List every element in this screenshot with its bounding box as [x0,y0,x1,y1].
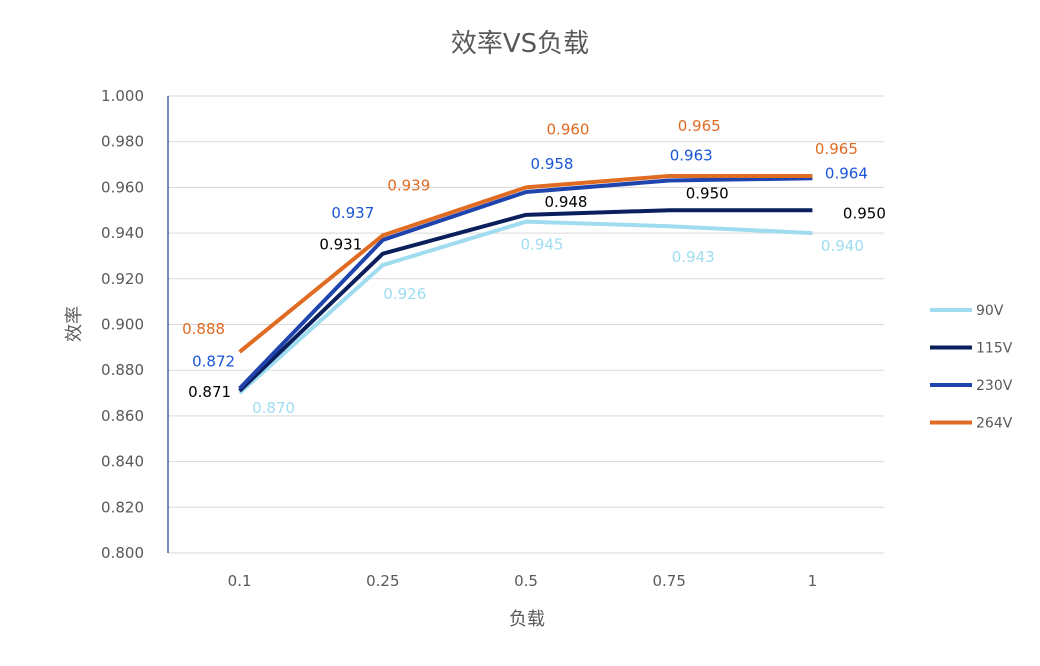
data-label-264V: 0.939 [387,176,430,194]
data-label-264V: 0.960 [547,120,590,138]
axes: 0.800 0.820 0.840 0.860 0.880 0.900 0.920 0.940… [101,87,817,590]
series-lines [238,173,813,395]
data-label-264V: 0.965 [815,140,858,158]
y-tick-label: 0.840 [101,453,144,471]
data-label-90V: 0.940 [821,237,864,255]
legend-entry-115V: 115V [976,341,1013,357]
series-line-230V [238,176,813,390]
data-label-115V: 0.948 [545,193,588,211]
data-label-230V: 0.963 [670,147,713,165]
data-label-230V: 0.964 [825,164,868,182]
data-label-230V: 0.872 [192,352,235,370]
y-tick-label: 0.820 [101,498,144,516]
x-tick-label: 0.25 [366,572,399,590]
y-tick-label: 1.000 [101,87,144,105]
y-axis-title: 效率 [64,306,85,342]
y-tick-label: 0.940 [101,224,144,242]
x-axis-title: 负载 [509,609,545,630]
data-label-90V: 0.926 [383,285,426,303]
data-label-264V: 0.965 [678,117,721,135]
data-label-115V: 0.931 [319,236,362,254]
legend-entry-264V: 264V [976,416,1013,432]
y-tick-label: 0.960 [101,178,144,196]
data-label-115V: 0.871 [188,383,231,401]
y-tick-label: 0.920 [101,270,144,288]
data-label-90V: 0.870 [252,399,295,417]
series-line-90V [238,219,813,395]
data-labels: 0.870 0.926 0.945 0.943 0.940 0.871 0.931 0.948… [182,117,886,417]
data-label-115V: 0.950 [843,204,886,222]
data-label-230V: 0.937 [331,204,374,222]
chart-title: 效率VS负载 [451,29,589,59]
series-line-115V [238,208,813,393]
data-label-230V: 0.958 [531,155,574,173]
data-label-90V: 0.945 [521,236,564,254]
data-label-264V: 0.888 [182,320,225,338]
y-tick-label: 0.860 [101,407,144,425]
x-tick-label: 0.1 [228,572,252,590]
y-tick-label: 0.800 [101,544,144,562]
data-label-90V: 0.943 [672,248,715,266]
legend: 90V 115V 230V 264V [930,303,1013,432]
data-label-115V: 0.950 [686,184,729,202]
x-tick-label: 0.5 [514,572,538,590]
y-tick-label: 0.900 [101,316,144,334]
legend-entry-230V: 230V [976,378,1013,394]
series-line-264V [238,173,813,354]
x-tick-label: 1 [808,572,818,590]
y-tick-label: 0.980 [101,133,144,151]
y-tick-label: 0.880 [101,361,144,379]
legend-entry-90V: 90V [976,303,1004,319]
x-tick-label: 0.75 [652,572,685,590]
